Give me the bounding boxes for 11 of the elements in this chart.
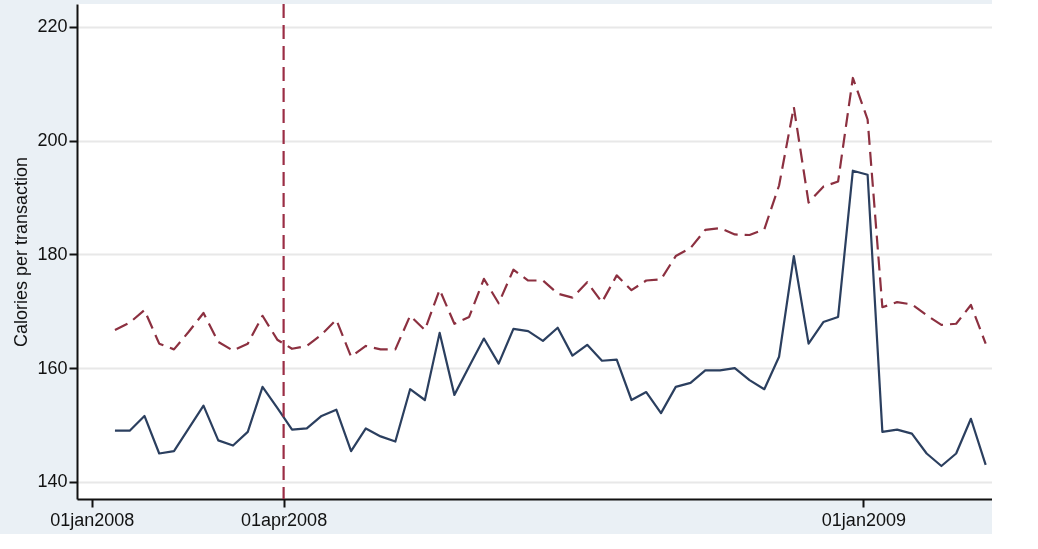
y-tick-label: 180 — [37, 243, 68, 264]
x-tick-label: 01jan2008 — [50, 509, 135, 530]
y-tick-label: 140 — [37, 471, 68, 492]
y-tick-label: 200 — [37, 130, 68, 151]
y-tick-label: 160 — [37, 357, 68, 378]
x-tick-label: 01jan2009 — [821, 509, 906, 530]
y-tick-label: 220 — [37, 16, 68, 37]
x-tick-label: 01apr2008 — [241, 509, 328, 530]
y-axis-title: Calories per transaction — [11, 156, 32, 348]
line-series — [113, 169, 987, 468]
line-series — [113, 76, 987, 358]
